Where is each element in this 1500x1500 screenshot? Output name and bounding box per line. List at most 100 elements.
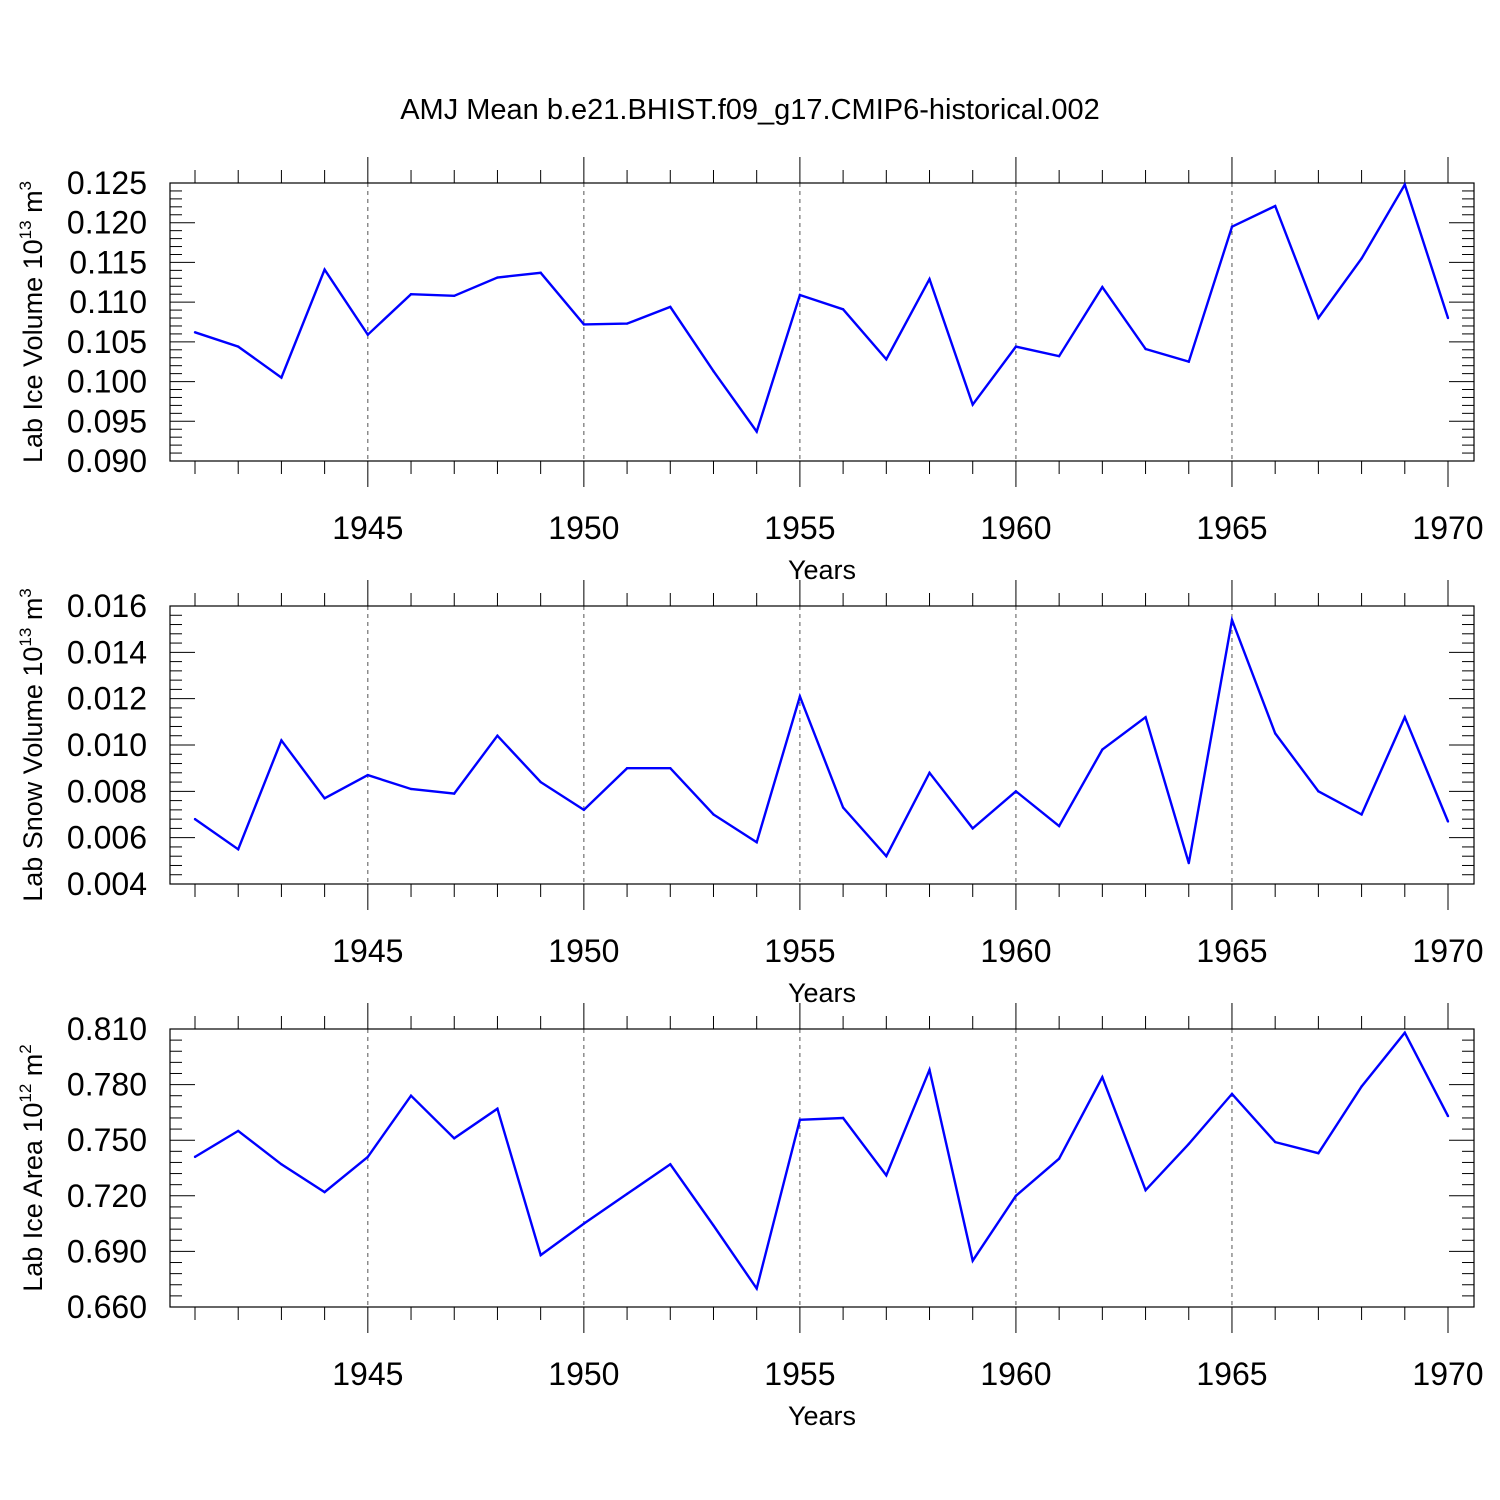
data-point: [798, 293, 802, 297]
y-tick-label: 0.100: [67, 364, 147, 400]
y-tick-label: 0.090: [67, 443, 147, 479]
data-point: [1144, 716, 1147, 719]
y-tick-label: 0.014: [67, 634, 147, 670]
data-point: [669, 766, 672, 770]
x-tick-label: 1955: [764, 933, 835, 969]
panel-3: 0.660 0.690 0.720 0.750 0.780 0.810 1945 1950 19…: [16, 1003, 1484, 1431]
data-point: [928, 771, 931, 774]
data-point: [1317, 316, 1320, 320]
data-point: [1446, 820, 1450, 823]
data-point: [280, 739, 283, 742]
data-point: [841, 806, 845, 809]
x-tick-label: 1950: [548, 510, 619, 546]
data-point: [1360, 1085, 1363, 1088]
x-tick-label: 1945: [332, 933, 403, 969]
data-point: [1187, 1142, 1190, 1146]
data-point: [1057, 354, 1061, 358]
data-point: [1273, 204, 1277, 208]
data-point: [1403, 716, 1406, 719]
data-point: [1057, 1157, 1061, 1160]
x-tick-label: 1950: [548, 933, 619, 969]
data-point: [1403, 1031, 1406, 1034]
data-point: [366, 333, 370, 336]
data-point: [841, 308, 845, 311]
data-point: [1101, 285, 1104, 289]
data-point: [1446, 1114, 1450, 1118]
y-tick-label: 0.115: [69, 244, 147, 280]
x-tick-label: 1970: [1412, 933, 1483, 969]
data-point: [409, 293, 413, 296]
data-point: [1317, 790, 1320, 793]
plot-frame: [169, 605, 1475, 885]
x-tick-label: 1960: [980, 1356, 1051, 1392]
y-tick-label: 0.016: [67, 588, 147, 624]
data-point: [1144, 1189, 1147, 1192]
data-point: [625, 1192, 629, 1196]
data-point: [1187, 861, 1190, 865]
x-tick-label: 1965: [1196, 1356, 1267, 1392]
data-point: [193, 817, 197, 821]
data-point: [755, 430, 758, 433]
data-point: [1230, 1092, 1234, 1096]
data-point: [885, 1174, 888, 1177]
x-tick-label: 1960: [980, 510, 1051, 546]
data-point: [280, 1163, 283, 1166]
data-point: [1014, 1194, 1018, 1198]
data-point: [193, 1155, 197, 1159]
y-axis-label: Lab Ice Volume 1013 m3: [16, 181, 48, 463]
data-point: [582, 808, 586, 812]
panel-2: 0.004 0.006 0.008 0.010 0.012 0.014 0.016 1945 1…: [16, 580, 1484, 1008]
data-point: [798, 1118, 802, 1122]
x-axis-label: Years: [788, 978, 856, 1008]
y-tick-label: 0.750: [67, 1122, 147, 1158]
data-point: [496, 1107, 499, 1110]
data-point: [539, 1253, 542, 1257]
data-point: [1057, 824, 1061, 828]
series-line: [194, 181, 1450, 435]
data-point: [237, 1129, 240, 1133]
y-tick-label: 0.010: [67, 727, 147, 763]
data-point: [1273, 1140, 1277, 1144]
data-point: [1101, 748, 1104, 751]
data-point: [582, 1222, 586, 1225]
data-point: [453, 1137, 456, 1140]
y-tick-label: 0.120: [67, 205, 147, 241]
x-tick-label: 1955: [764, 1356, 835, 1392]
data-point: [1144, 347, 1147, 351]
y-tick-label: 0.095: [67, 403, 147, 439]
data-point: [1014, 790, 1018, 793]
data-point: [366, 773, 370, 777]
data-point: [409, 787, 413, 791]
x-axis-label: Years: [788, 555, 856, 585]
y-tick-label: 0.012: [67, 681, 147, 717]
y-axis-label: Lab Ice Area 1012 m2: [16, 1044, 48, 1292]
x-tick-label: 1960: [980, 933, 1051, 969]
data-point: [323, 268, 326, 271]
data-point: [1101, 1075, 1104, 1079]
data-point: [323, 797, 326, 800]
x-tick-label: 1965: [1196, 510, 1267, 546]
data-point: [669, 305, 672, 309]
data-point: [1273, 732, 1277, 735]
data-point: [712, 370, 715, 373]
data-point: [1317, 1151, 1320, 1155]
y-tick-label: 0.660: [67, 1289, 147, 1325]
series-line: [194, 1030, 1450, 1292]
data-point: [1187, 360, 1190, 363]
y-tick-label: 0.105: [67, 324, 147, 360]
data-point: [885, 358, 888, 361]
x-tick-label: 1970: [1412, 1356, 1483, 1392]
y-axis-label: Lab Snow Volume 1013 m3: [16, 588, 48, 902]
x-tick-label: 1955: [764, 510, 835, 546]
data-point: [1360, 813, 1363, 816]
data-point: [193, 331, 197, 334]
data-point: [453, 294, 456, 297]
x-tick-label: 1970: [1412, 510, 1483, 546]
data-point: [582, 323, 586, 326]
x-tick-label: 1950: [548, 1356, 619, 1392]
y-tick-label: 0.810: [67, 1011, 147, 1047]
data-point: [496, 734, 499, 737]
y-tick-label: 0.008: [67, 773, 147, 809]
